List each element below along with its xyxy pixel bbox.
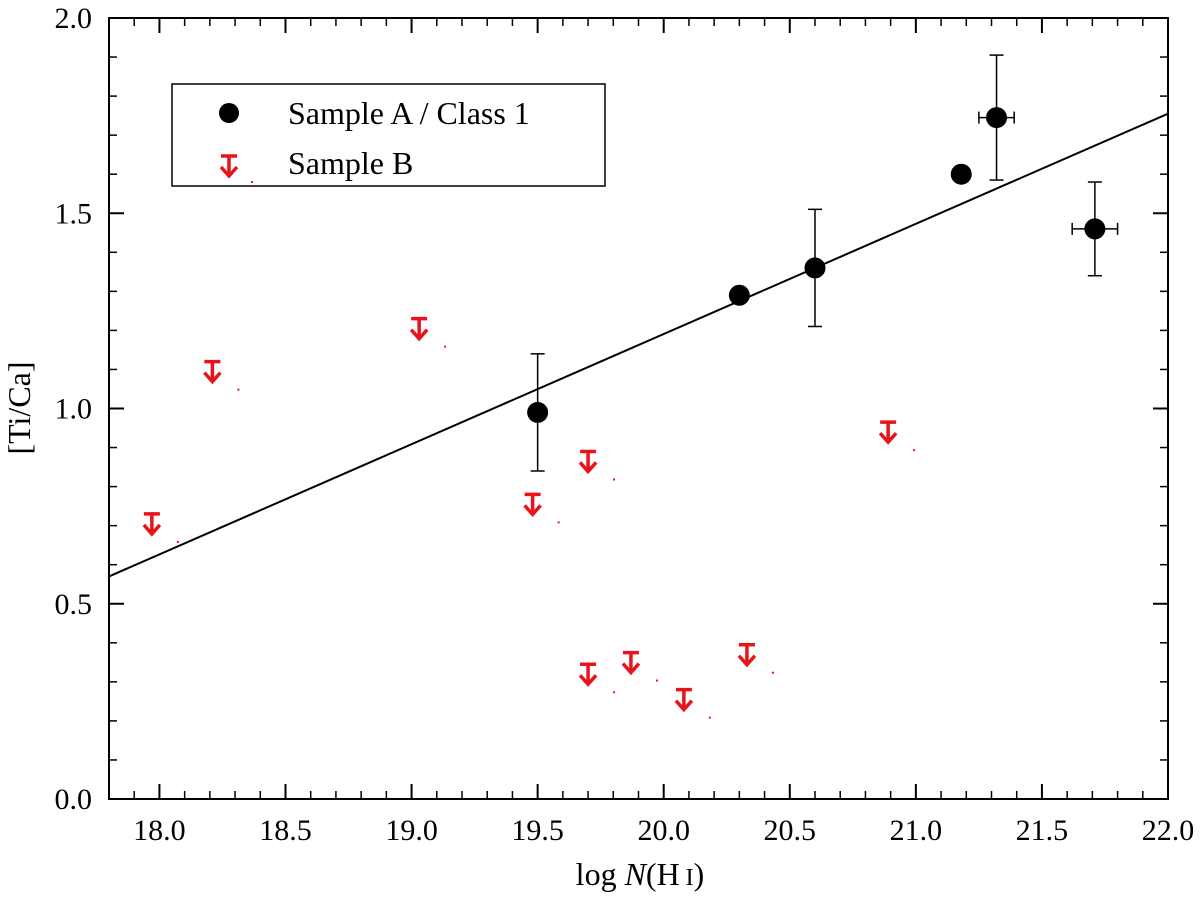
limit-arrowhead	[674, 699, 694, 713]
y-tick-label: 0.5	[55, 588, 93, 621]
limit-arrowhead	[409, 328, 429, 342]
sample-b-marker	[737, 643, 757, 668]
legend-label-sample-b: Sample B	[288, 145, 413, 181]
x-tick-label: 19.0	[385, 814, 438, 847]
x-axis-title-small: I	[686, 865, 694, 891]
x-tick-label: 18.0	[133, 814, 186, 847]
sample-b-marker	[523, 492, 542, 518]
sample-a-point	[728, 284, 750, 306]
x-axis-title-italic: N	[624, 856, 648, 892]
sample-b-marker	[621, 650, 641, 676]
sample-a-marker	[728, 284, 750, 306]
sample-a-point	[1071, 181, 1119, 277]
sample-b-speck	[913, 449, 916, 452]
limit-arrowhead	[142, 523, 162, 537]
x-axis-title-prefix: log	[576, 856, 625, 892]
legend-arrow-speck	[251, 181, 253, 183]
legend: Sample A / Class 1 Sample B	[171, 83, 606, 187]
fit-line-layer	[108, 112, 1169, 578]
sample-b-speck	[237, 388, 240, 391]
sample-a-marker	[950, 163, 972, 185]
legend-arrow-icon	[219, 154, 239, 179]
y-tick-label: 0.0	[55, 783, 93, 816]
legend-marker-sample-b	[219, 154, 253, 183]
sample-a-point	[950, 163, 972, 185]
sample-b-marker	[142, 512, 162, 537]
y-tick-label: 1.5	[55, 197, 93, 230]
sample-b-speck	[176, 540, 179, 543]
sample-a-point	[527, 353, 549, 472]
sample-a-point	[978, 54, 1015, 181]
x-tick-label: 21.5	[1016, 814, 1069, 847]
legend-marker-sample-a	[219, 103, 239, 123]
legend-label-sample-a: Sample A / Class 1	[288, 95, 530, 131]
sample-b-speck	[771, 671, 774, 674]
sample-b-markers	[142, 316, 916, 719]
sample-b-marker	[409, 316, 429, 342]
x-tick-labels: 18.0 18.5 19.0 19.5 20.0 20.5 21.0 21.5 22.0	[133, 814, 1194, 847]
x-tick-label: 19.5	[511, 814, 564, 847]
limit-arrowhead	[578, 674, 598, 687]
sample-b-speck	[444, 345, 447, 348]
x-tick-label: 21.0	[890, 814, 943, 847]
limit-arrowhead	[578, 461, 598, 475]
sample-a-marker	[986, 107, 1008, 129]
x-axis-title-close: )	[694, 856, 705, 892]
x-tick-label: 18.5	[259, 814, 312, 847]
sample-a-marker	[1084, 218, 1106, 240]
sample-b-marker	[878, 420, 898, 445]
x-axis-title: log N(H I)	[576, 856, 705, 892]
sample-a-point	[804, 208, 826, 328]
limit-arrowhead	[878, 432, 898, 445]
sample-b-speck	[708, 716, 711, 719]
x-tick-label: 20.5	[764, 814, 817, 847]
sample-b-marker	[674, 687, 694, 713]
x-axis-title-suffix: (H	[646, 856, 680, 892]
sample-a-markers	[527, 54, 1119, 472]
sample-b-marker	[203, 359, 222, 385]
y-axis-title: [Ti/Ca]	[1, 361, 37, 454]
y-tick-label: 1.0	[55, 393, 93, 426]
sample-b-speck	[557, 521, 560, 524]
plot-frame	[108, 17, 1169, 800]
y-tick-labels: 0.0 0.5 1.0 1.5 2.0	[55, 2, 93, 816]
sample-b-marker	[578, 449, 598, 475]
y-tick-label: 2.0	[55, 2, 93, 35]
sample-a-marker	[804, 257, 826, 279]
x-tick-label: 20.0	[637, 814, 690, 847]
limit-arrowhead	[219, 165, 239, 179]
limit-arrowhead	[621, 662, 641, 676]
limit-arrowhead	[737, 654, 757, 668]
minor-ticks	[108, 18, 1168, 799]
fit-line	[108, 112, 1169, 578]
sample-b-speck	[613, 478, 616, 481]
limit-arrowhead	[203, 371, 222, 385]
limit-arrowhead	[523, 504, 542, 518]
sample-b-speck	[655, 679, 658, 682]
legend-box	[171, 83, 606, 187]
x-tick-label: 22.0	[1142, 814, 1195, 847]
sample-b-speck	[613, 691, 616, 694]
sample-b-marker	[578, 662, 598, 687]
sample-a-marker	[527, 401, 549, 423]
